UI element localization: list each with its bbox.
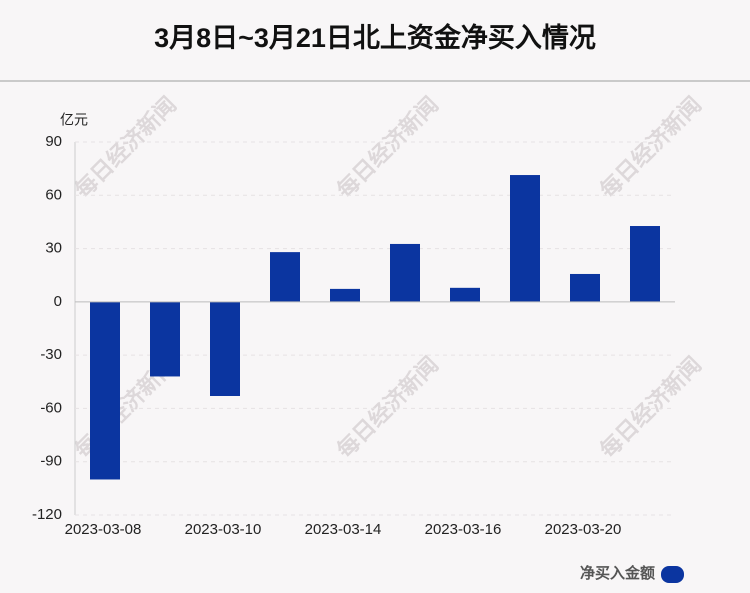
y-tick-label: -30	[40, 346, 62, 363]
x-tick-label: 2023-03-08	[65, 521, 142, 538]
y-tick-label: 90	[45, 133, 62, 150]
y-tick-label: -90	[40, 453, 62, 470]
y-tick-label: 30	[45, 240, 62, 257]
x-tick-label: 2023-03-14	[305, 521, 382, 538]
bar	[90, 301, 120, 480]
y-unit: 亿元	[60, 112, 88, 128]
bar	[450, 287, 480, 302]
y-tick-label: -60	[40, 399, 62, 416]
legend-swatch	[661, 566, 684, 583]
x-tick-label: 2023-03-20	[545, 521, 622, 538]
bar	[390, 243, 420, 302]
bar	[510, 175, 540, 302]
chart-title: 3月8日~3月21日北上资金净买入情况	[154, 22, 596, 53]
y-tick-label: -120	[32, 506, 62, 523]
bar	[330, 288, 360, 302]
bar	[210, 301, 240, 396]
bar	[630, 226, 660, 302]
x-tick-label: 2023-03-16	[425, 521, 502, 538]
legend-label: 净买入金额	[580, 564, 655, 582]
bar	[570, 273, 600, 302]
bar	[270, 252, 300, 302]
y-tick-label: 60	[45, 186, 62, 203]
y-tick-label: 0	[54, 293, 62, 310]
bar	[150, 301, 180, 377]
x-tick-label: 2023-03-10	[185, 521, 262, 538]
